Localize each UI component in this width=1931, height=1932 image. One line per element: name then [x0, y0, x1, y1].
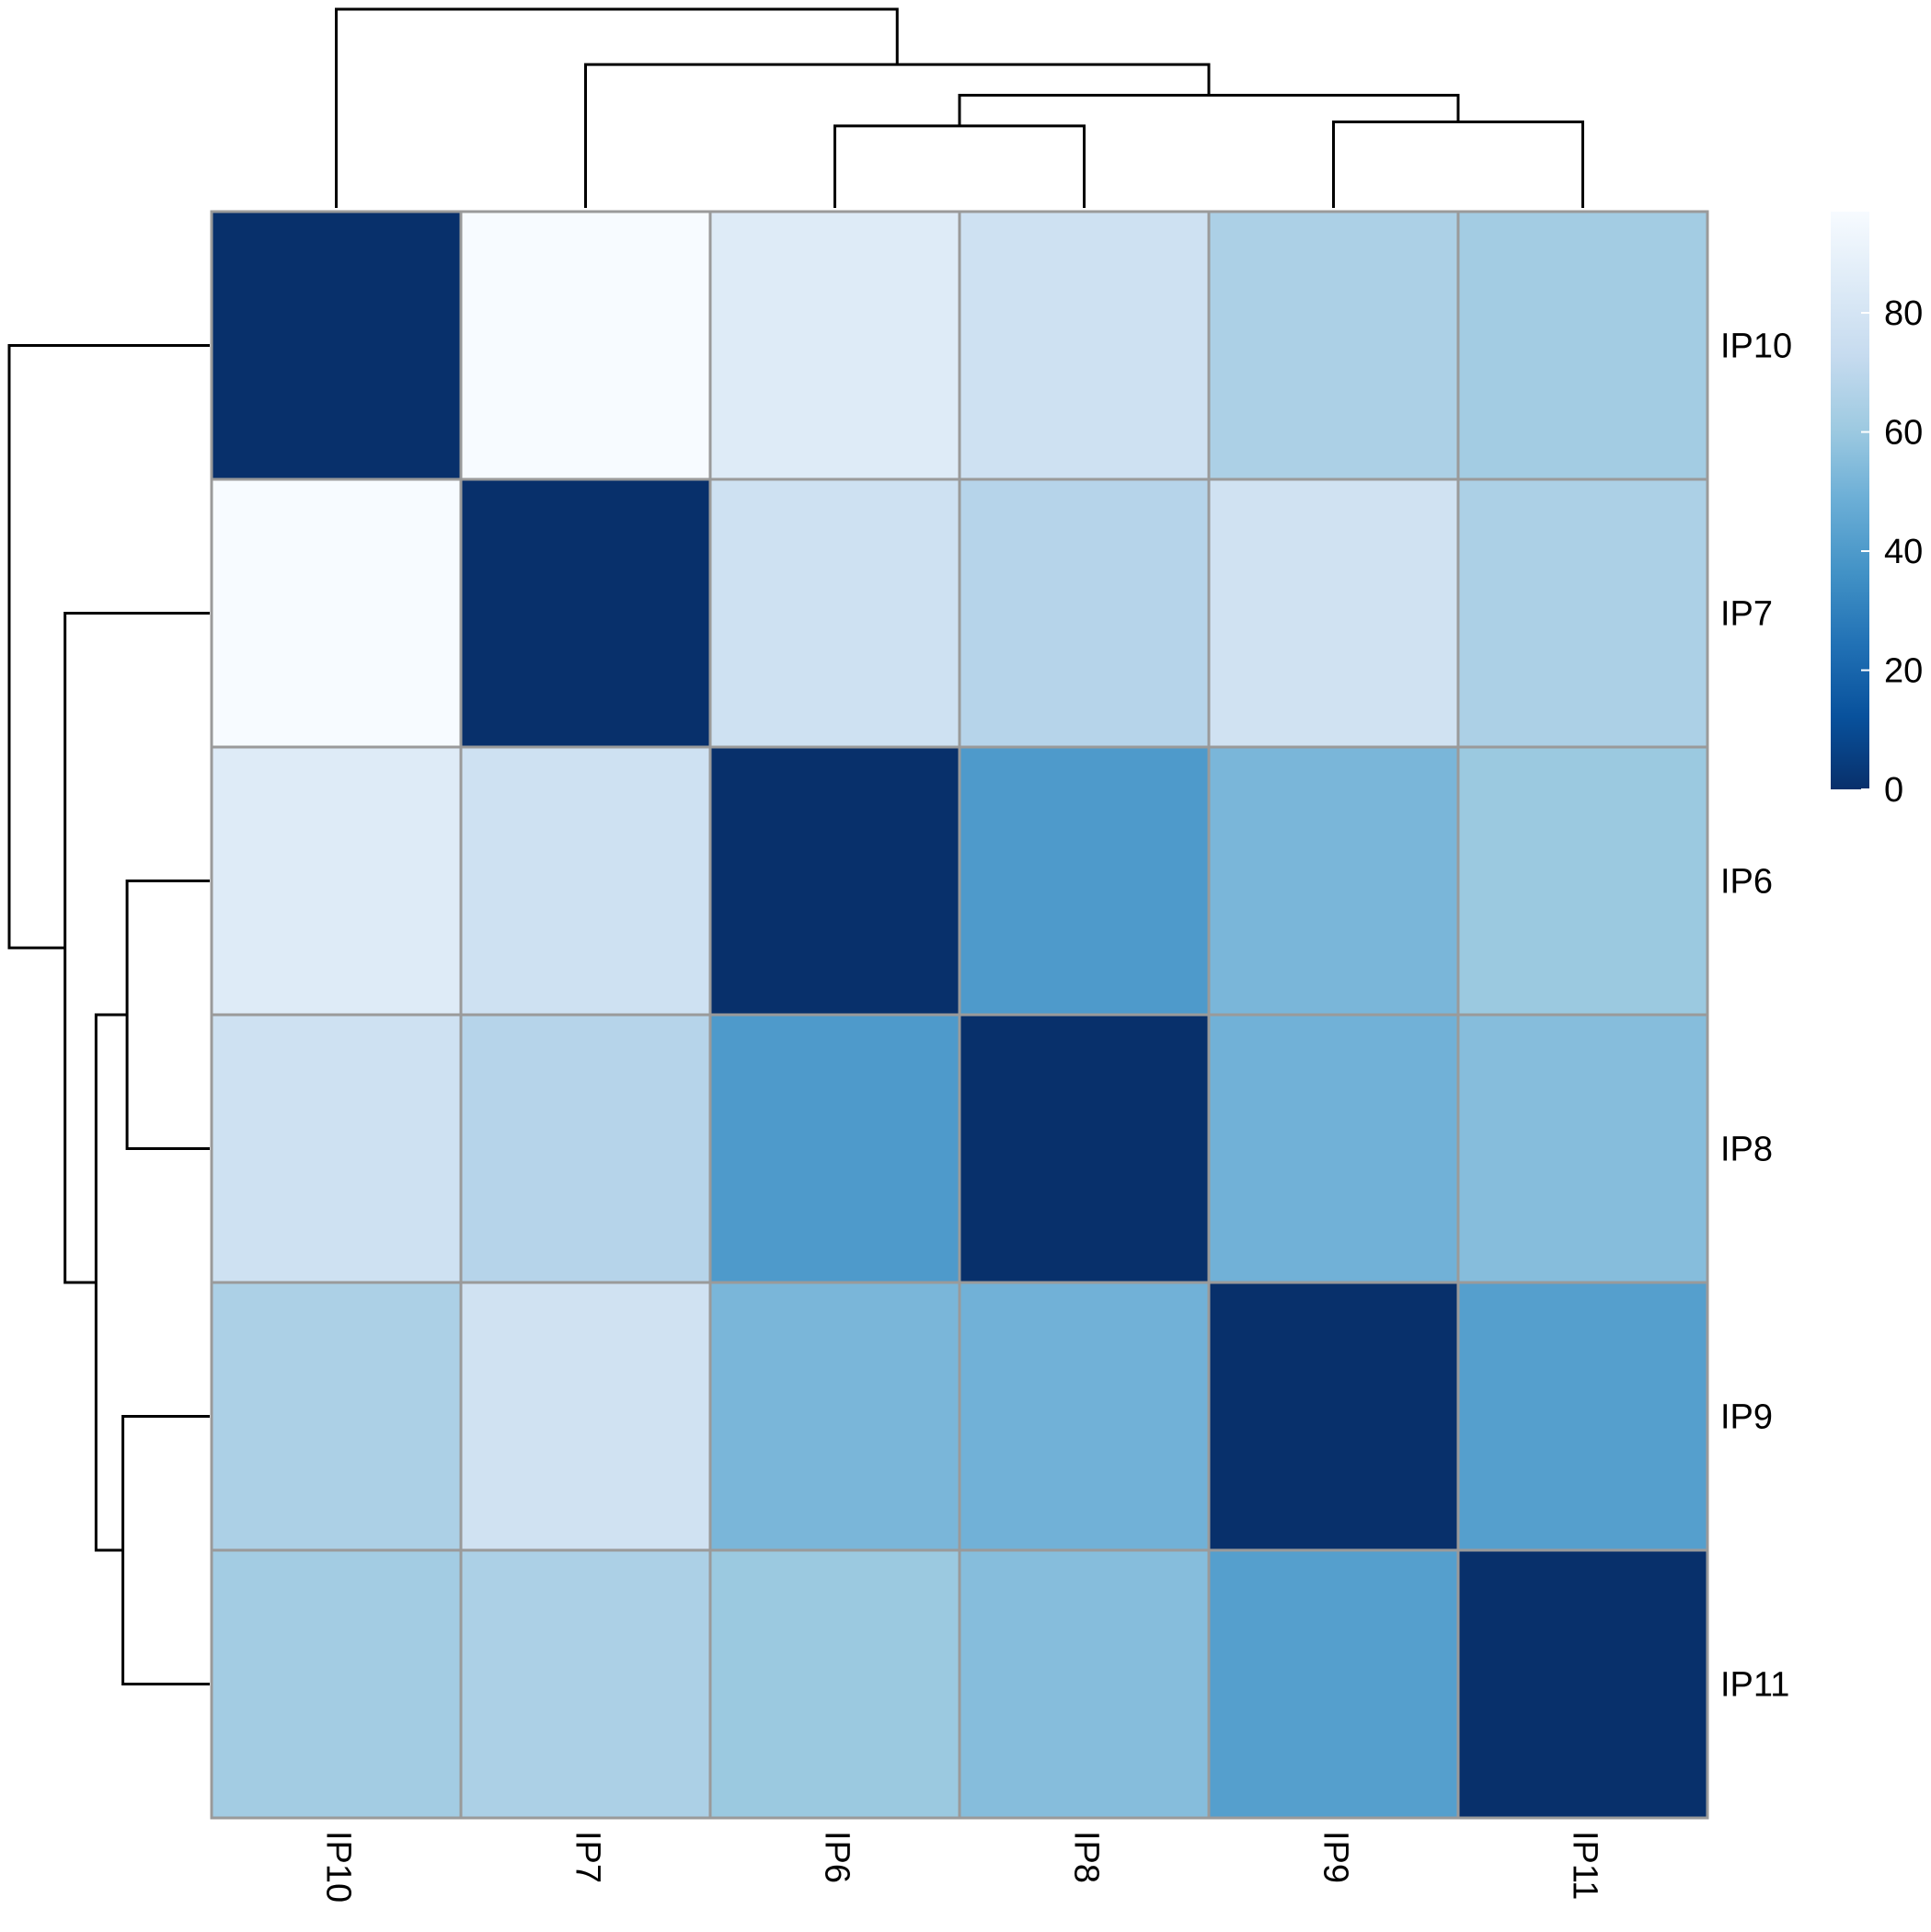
heatmap-cell-IP9-IP8	[958, 1281, 1211, 1552]
heatmap-cell-IP6-IP8	[958, 745, 1211, 1017]
heatmap-cell-IP6-IP10	[210, 745, 463, 1017]
heatmap-cell-IP10-IP10	[210, 210, 463, 481]
heatmap-cell-IP10-IP8	[958, 210, 1211, 481]
column-dendrogram-branch-3	[958, 94, 1460, 126]
heatmap-cell-IP9-IP7	[459, 1281, 712, 1552]
heatmap-cell-IP8-IP8	[958, 1013, 1211, 1284]
column-dendrogram-branch-4	[584, 63, 1211, 208]
heatmap-cell-IP11-IP9	[1207, 1548, 1460, 1820]
heatmap-cell-IP10-IP7	[459, 210, 712, 481]
column-label-IP9: IP9	[1316, 1831, 1354, 1883]
heatmap-cell-IP8-IP9	[1207, 1013, 1460, 1284]
heatmap-cell-IP7-IP8	[958, 477, 1211, 749]
colorbar-tick-label-40: 40	[1884, 533, 1923, 571]
heatmap-cell-IP11-IP10	[210, 1548, 463, 1820]
row-dendrogram-branch-3	[94, 1013, 128, 1552]
colorbar-gradient	[1831, 212, 1869, 789]
heatmap-cell-IP9-IP9	[1207, 1281, 1460, 1552]
heatmap-cell-IP8-IP11	[1456, 1013, 1709, 1284]
row-label-IP8: IP8	[1720, 1131, 1773, 1169]
heatmap-cell-IP9-IP11	[1456, 1281, 1709, 1552]
row-label-IP11: IP11	[1720, 1666, 1789, 1705]
colorbar-tick-label-20: 20	[1884, 652, 1923, 691]
column-dendrogram	[335, 7, 1584, 208]
column-label-IP10: IP10	[318, 1831, 357, 1903]
heatmap-cell-IP11-IP8	[958, 1548, 1211, 1820]
colorbar-legend: 0 20 40 60 80	[1831, 212, 1923, 810]
column-label-IP7: IP7	[568, 1831, 606, 1883]
row-label-IP10: IP10	[1720, 328, 1792, 366]
heatmap-cell-IP7-IP7	[459, 477, 712, 749]
heatmap-cell-IP7-IP10	[210, 477, 463, 749]
colorbar-tick-label-80: 80	[1884, 294, 1923, 333]
heatmap-cell-IP6-IP7	[459, 745, 712, 1017]
row-dendrogram	[7, 344, 210, 1685]
heatmap-cell-IP8-IP7	[459, 1013, 712, 1284]
row-dendrogram-branch-2	[121, 1415, 210, 1685]
heatmap-cell-IP7-IP6	[708, 477, 961, 749]
colorbar-tick-label-0: 0	[1884, 771, 1903, 810]
column-dendrogram-branch-2	[1332, 120, 1584, 208]
heatmap-cell-IP11-IP11	[1456, 1548, 1709, 1820]
row-dendrogram-branch-4	[63, 612, 210, 1284]
heatmap-cell-IP9-IP6	[708, 1281, 961, 1552]
column-dendrogram-branch-5	[335, 7, 899, 208]
column-dendrogram-branch-1	[833, 124, 1086, 208]
heatmap-cell-IP11-IP6	[708, 1548, 961, 1820]
heatmap-cell-IP6-IP11	[1456, 745, 1709, 1017]
heatmap-cell-IP7-IP11	[1456, 477, 1709, 749]
column-label-IP8: IP8	[1066, 1831, 1105, 1883]
heatmap-cell-IP10-IP9	[1207, 210, 1460, 481]
heatmap-cell-IP8-IP10	[210, 1013, 463, 1284]
column-labels: IP10 IP7 IP6 IP8 IP9 IP11	[318, 1831, 1603, 1903]
row-labels: IP10 IP7 IP6 IP8 IP9 IP11	[1720, 328, 1792, 1705]
heatmap-cell-IP6-IP9	[1207, 745, 1460, 1017]
heatmap-cell-IP6-IP6	[708, 745, 961, 1017]
row-dendrogram-branch-5	[7, 344, 210, 949]
column-label-IP6: IP6	[817, 1831, 856, 1883]
column-label-IP11: IP11	[1565, 1831, 1603, 1900]
heatmap-cell-IP9-IP10	[210, 1281, 463, 1552]
heatmap-cell-IP10-IP11	[1456, 210, 1709, 481]
row-label-IP6: IP6	[1720, 863, 1773, 902]
heatmap-cell-IP11-IP7	[459, 1548, 712, 1820]
row-dendrogram-branch-1	[125, 880, 210, 1150]
heatmap-cell-IP7-IP9	[1207, 477, 1460, 749]
colorbar-tick-label-60: 60	[1884, 414, 1923, 453]
row-label-IP7: IP7	[1720, 595, 1773, 634]
heatmap-cells	[210, 210, 1709, 1820]
row-label-IP9: IP9	[1720, 1398, 1773, 1437]
heatmap-cell-IP8-IP6	[708, 1013, 961, 1284]
heatmap-cell-IP10-IP6	[708, 210, 961, 481]
